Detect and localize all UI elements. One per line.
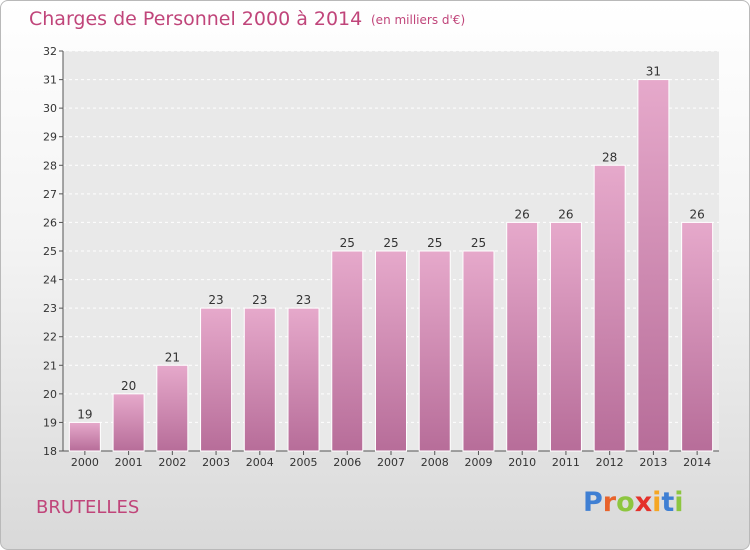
bar-value-label: 31 — [646, 65, 661, 79]
x-tick-label: 2012 — [596, 456, 624, 469]
y-tick-label: 30 — [43, 102, 57, 115]
y-tick-label: 31 — [43, 74, 57, 87]
bar — [287, 307, 320, 452]
bar-value-label: 26 — [515, 207, 530, 221]
x-tick-label: 2014 — [683, 456, 711, 469]
logo-letter: t — [661, 487, 675, 518]
bar — [156, 364, 189, 452]
bar-value-label: 20 — [121, 379, 136, 393]
bar-value-label: 25 — [427, 236, 442, 250]
x-tick-label: 2002 — [158, 456, 186, 469]
x-tick-label: 2008 — [421, 456, 449, 469]
logo-letter: i — [674, 487, 684, 518]
y-tick-label: 27 — [43, 188, 57, 201]
bar — [549, 221, 582, 452]
y-tick-label: 32 — [43, 45, 57, 58]
y-tick-label: 22 — [43, 331, 57, 344]
y-tick-label: 21 — [43, 359, 57, 372]
x-tick-label: 2007 — [377, 456, 405, 469]
place-name: BRUTELLES — [36, 497, 140, 518]
bar-value-label: 25 — [471, 236, 486, 250]
x-tick-label: 2006 — [333, 456, 361, 469]
logo-letter: o — [616, 487, 635, 518]
bar-value-label: 23 — [252, 293, 267, 307]
bar — [68, 421, 101, 452]
y-tick-label: 26 — [43, 216, 57, 229]
logo-letter: x — [634, 487, 653, 518]
bar — [375, 250, 407, 452]
bar — [681, 221, 714, 452]
y-tick-label: 19 — [43, 416, 57, 429]
x-tick-label: 2004 — [246, 456, 274, 469]
bar — [462, 250, 495, 452]
logo-letter: P — [583, 487, 603, 518]
logo-letter: r — [602, 487, 617, 518]
chart-title: Charges de Personnel 2000 à 2014 — [29, 8, 363, 30]
x-tick-label: 2000 — [71, 456, 99, 469]
bar-value-label: 26 — [558, 207, 573, 221]
y-tick-label: 24 — [43, 274, 57, 287]
bar-value-label: 25 — [340, 236, 355, 250]
x-tick-label: 2010 — [508, 456, 536, 469]
bar-value-label: 23 — [296, 293, 311, 307]
bar-value-label: 28 — [602, 150, 617, 164]
bar — [331, 250, 364, 452]
bar — [418, 250, 451, 452]
chart-subtitle: (en milliers d'€) — [371, 13, 466, 27]
bar — [200, 307, 233, 452]
x-tick-label: 2011 — [552, 456, 580, 469]
bar-value-label: 21 — [165, 350, 180, 364]
bar — [593, 164, 626, 452]
x-tick-label: 2009 — [464, 456, 492, 469]
y-tick-label: 20 — [43, 388, 57, 401]
y-tick-label: 29 — [43, 131, 57, 144]
proxiti-logo: Proxiti — [583, 487, 684, 518]
x-tick-label: 2013 — [639, 456, 667, 469]
bar-value-label: 26 — [689, 207, 704, 221]
bar-value-label: 25 — [383, 236, 398, 250]
logo-letter: i — [652, 487, 662, 518]
bar — [637, 79, 670, 452]
bar-value-label: 23 — [208, 293, 223, 307]
y-tick-label: 23 — [43, 302, 57, 315]
x-tick-label: 2001 — [115, 456, 143, 469]
y-tick-label: 18 — [43, 445, 57, 458]
bar — [506, 221, 539, 452]
y-tick-label: 25 — [43, 245, 57, 258]
bar — [243, 307, 276, 452]
y-tick-label: 28 — [43, 159, 57, 172]
x-tick-label: 2003 — [202, 456, 230, 469]
bar — [112, 393, 145, 452]
bar-value-label: 19 — [77, 407, 92, 421]
x-tick-label: 2005 — [290, 456, 318, 469]
